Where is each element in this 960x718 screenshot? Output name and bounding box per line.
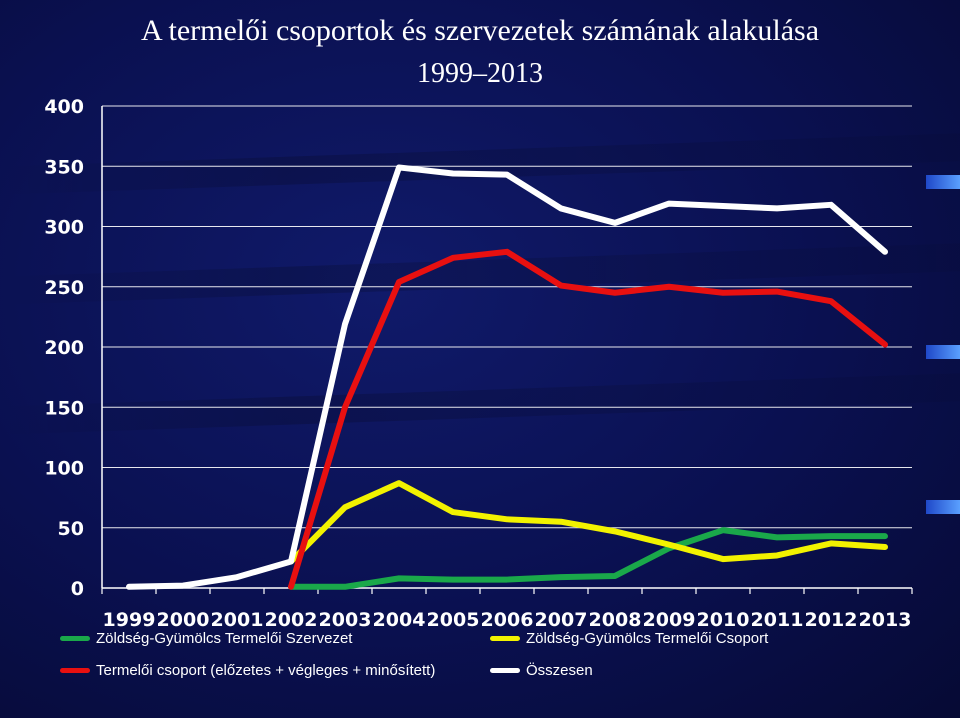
x-tick-label: 2010 [697, 609, 750, 631]
legend-item: Zöldség-Gyümölcs Termelői Csoport [490, 630, 768, 647]
x-tick-label: 2002 [265, 609, 318, 631]
legend-item: Zöldség-Gyümölcs Termelői Szervezet [60, 630, 352, 647]
x-tick-label: 2007 [535, 609, 588, 631]
y-tick-label: 350 [44, 156, 84, 178]
x-tick-label: 2006 [481, 609, 534, 631]
x-tick-label: 2000 [157, 609, 210, 631]
x-tick-label: 2008 [589, 609, 642, 631]
legend-label: Zöldség-Gyümölcs Termelői Szervezet [96, 630, 353, 647]
legend-swatch [60, 668, 90, 673]
edge-stripe [926, 500, 960, 514]
x-tick-label: 2001 [211, 609, 264, 631]
y-tick-label: 300 [44, 217, 84, 239]
y-tick-label: 150 [44, 397, 84, 419]
edge-stripe [926, 175, 960, 189]
y-tick-label: 0 [71, 578, 84, 600]
chart-subtitle: 1999–2013 [417, 58, 543, 89]
legend-label: Összesen [526, 662, 593, 679]
legend-item: Termelői csoport (előzetes + végleges + … [60, 662, 435, 679]
x-tick-label: 2012 [805, 609, 858, 631]
legend-swatch [490, 636, 520, 641]
legend-label: Zöldség-Gyümölcs Termelői Csoport [526, 630, 769, 647]
edge-stripe [926, 345, 960, 359]
x-tick-label: 2003 [319, 609, 372, 631]
series-line-2 [288, 248, 888, 590]
chart-title: A termelői csoportok és szervezetek szám… [140, 14, 820, 47]
x-tick-label: 2005 [427, 609, 480, 631]
x-tick-label: 2011 [751, 609, 804, 631]
series-line-1 [288, 480, 888, 565]
series-line-3 [126, 164, 888, 590]
y-tick-label: 50 [58, 518, 84, 540]
y-tick-label: 200 [44, 337, 84, 359]
x-tick-label: 2004 [373, 609, 426, 631]
y-tick-label: 100 [44, 458, 84, 480]
y-tick-label: 250 [44, 277, 84, 299]
legend-swatch [60, 636, 90, 641]
legend-swatch [490, 668, 520, 673]
legend-item: Összesen [490, 662, 593, 679]
x-tick-label: 1999 [103, 609, 156, 631]
y-tick-label: 400 [44, 96, 84, 118]
series-line-0 [288, 527, 888, 590]
legend-label: Termelői csoport (előzetes + végleges + … [96, 662, 436, 679]
x-tick-label: 2013 [859, 609, 912, 631]
x-tick-label: 2009 [643, 609, 696, 631]
